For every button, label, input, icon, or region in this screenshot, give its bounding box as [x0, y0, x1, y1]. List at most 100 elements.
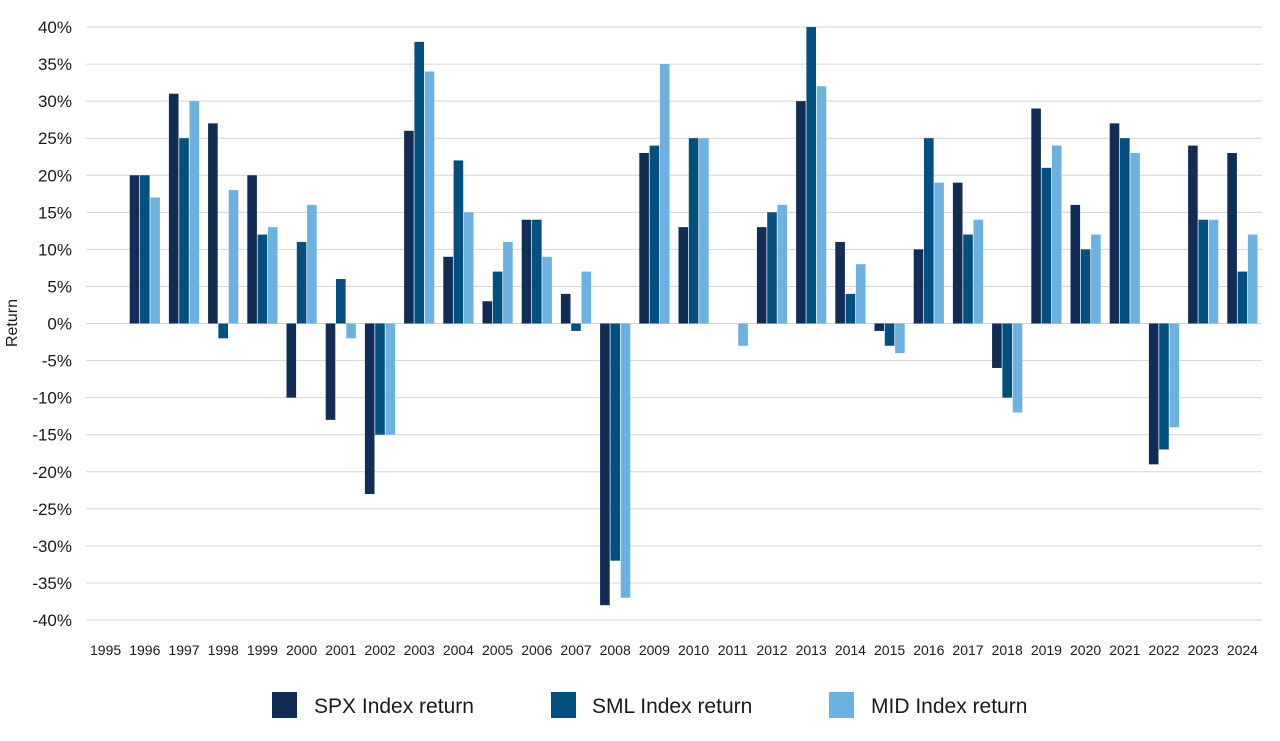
bar-mid-2018: [1012, 323, 1023, 413]
bar-spx-1999: [247, 175, 257, 324]
bar-mid-2022: [1169, 323, 1180, 428]
bar-sml-2000: [296, 241, 307, 324]
x-tick-label: 1995: [90, 642, 121, 658]
bar-mid-2007: [581, 271, 592, 324]
y-tick-label: -30%: [32, 537, 72, 556]
x-tick-label: 2011: [718, 642, 748, 658]
bar-spx-2002: [364, 323, 375, 494]
legend-label: MID Index return: [871, 695, 1027, 718]
bar-mid-2016: [934, 182, 944, 324]
bar-mid-1999: [267, 227, 278, 324]
bar-sml-2019: [1041, 167, 1052, 324]
y-tick-label: 40%: [38, 18, 72, 37]
bar-mid-2004: [463, 212, 474, 324]
bar-spx-2006: [521, 219, 532, 324]
y-tick-label: 35%: [38, 55, 72, 74]
bar-sml-2007: [571, 323, 581, 331]
legend-label: SPX Index return: [314, 695, 474, 718]
x-tick-label: 1998: [208, 642, 239, 658]
x-tick-label: 2007: [560, 642, 591, 658]
bar-spx-2013: [796, 101, 806, 324]
y-tick-label: 10%: [38, 240, 72, 259]
bar-sml-1996: [140, 175, 150, 324]
x-tick-label: 2006: [521, 642, 552, 658]
bar-spx-2021: [1109, 123, 1120, 324]
x-tick-label: 2019: [1031, 642, 1062, 658]
bar-spx-2012: [756, 227, 767, 324]
x-tick-label: 2021: [1109, 642, 1140, 658]
bar-spx-1997: [168, 93, 179, 324]
bar-spx-1996: [129, 175, 140, 324]
x-tick-label: 2018: [992, 642, 1023, 658]
bar-sml-1998: [218, 323, 228, 339]
bar-spx-2001: [325, 323, 336, 420]
bar-sml-2008: [610, 323, 620, 561]
x-tick-label: 2001: [325, 642, 356, 658]
bar-spx-2020: [1070, 204, 1081, 324]
y-axis-label: Return: [4, 299, 21, 347]
bar-spx-2008: [600, 323, 610, 606]
bar-mid-2010: [699, 138, 709, 324]
bar-sml-2005: [492, 271, 503, 324]
legend: SPX Index return SML Index return MID Inde…: [272, 692, 1027, 718]
bar-mid-1996: [150, 197, 160, 324]
bar-sml-2022: [1159, 323, 1169, 450]
legend-swatch: [272, 692, 297, 718]
x-tick-label: 2013: [796, 642, 827, 658]
bar-sml-2023: [1198, 219, 1208, 324]
bar-spx-2023: [1188, 145, 1198, 324]
y-tick-label: 30%: [38, 92, 72, 111]
bar-sml-2002: [375, 323, 385, 435]
bar-sml-2013: [806, 27, 816, 324]
y-axis-tick-labels: 40% 35% 30% 25% 20% 15% 10% 5% 0% -5% -10% -15% -20%…: [32, 18, 72, 630]
bar-mid-2014: [855, 264, 866, 324]
bar-sml-2020: [1080, 249, 1091, 324]
bar-mid-2009: [659, 64, 670, 324]
bar-mid-2023: [1208, 219, 1219, 324]
grid-lines: [86, 26, 1262, 621]
x-tick-label: 2012: [756, 642, 787, 658]
x-tick-label: 2010: [678, 642, 709, 658]
bar-sml-2003: [414, 41, 424, 324]
x-tick-label: 2020: [1070, 642, 1101, 658]
y-tick-label: -10%: [32, 389, 72, 408]
bar-sml-2021: [1120, 138, 1130, 324]
bar-spx-2009: [639, 153, 649, 324]
x-tick-label: 2005: [482, 642, 513, 658]
bar-spx-2000: [286, 323, 297, 398]
bar-spx-2003: [404, 130, 414, 324]
x-tick-label: 2016: [913, 642, 944, 658]
y-tick-label: 5%: [47, 277, 72, 296]
x-tick-label: 2009: [639, 642, 670, 658]
bar-mid-2006: [542, 256, 552, 324]
bar-mid-2003: [424, 71, 435, 324]
bar-sml-2001: [336, 279, 346, 324]
bar-mid-2013: [816, 86, 827, 324]
y-tick-label: 20%: [38, 166, 72, 185]
bar-sml-1999: [257, 234, 268, 324]
y-tick-label: -5%: [42, 352, 72, 371]
bar-spx-2022: [1148, 323, 1159, 465]
legend-label: SML Index return: [592, 695, 752, 718]
bar-spx-2016: [913, 249, 924, 324]
y-tick-label: 15%: [38, 203, 72, 222]
bar-sml-2004: [453, 160, 464, 324]
x-tick-label: 2014: [835, 642, 866, 658]
x-tick-label: 2008: [600, 642, 631, 658]
x-tick-label: 2024: [1227, 642, 1258, 658]
bar-mid-2011: [738, 323, 748, 346]
bar-mid-2001: [346, 323, 356, 339]
bar-sml-2012: [767, 212, 777, 324]
x-tick-label: 1996: [129, 642, 160, 658]
bar-sml-1997: [179, 138, 189, 324]
bar-mid-2020: [1091, 234, 1101, 324]
bar-mid-2015: [895, 323, 905, 354]
bar-mid-2019: [1051, 145, 1062, 324]
y-tick-label: 0%: [47, 315, 72, 334]
bar-mid-2005: [503, 241, 513, 324]
y-tick-label: -20%: [32, 463, 72, 482]
legend-swatch: [551, 692, 576, 718]
y-tick-label: -25%: [32, 500, 72, 519]
bar-spx-2004: [443, 256, 453, 324]
